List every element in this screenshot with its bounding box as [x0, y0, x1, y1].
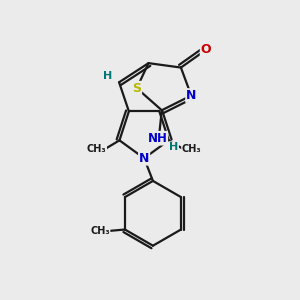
Text: CH₃: CH₃ — [87, 144, 106, 154]
Text: N: N — [186, 89, 196, 102]
Text: O: O — [201, 44, 211, 56]
Text: NH: NH — [147, 132, 167, 145]
Text: N: N — [139, 152, 149, 165]
Text: S: S — [132, 82, 141, 95]
Text: CH₃: CH₃ — [90, 226, 110, 236]
Text: CH₃: CH₃ — [182, 144, 202, 154]
Text: H: H — [103, 71, 112, 81]
Text: H: H — [169, 142, 178, 152]
